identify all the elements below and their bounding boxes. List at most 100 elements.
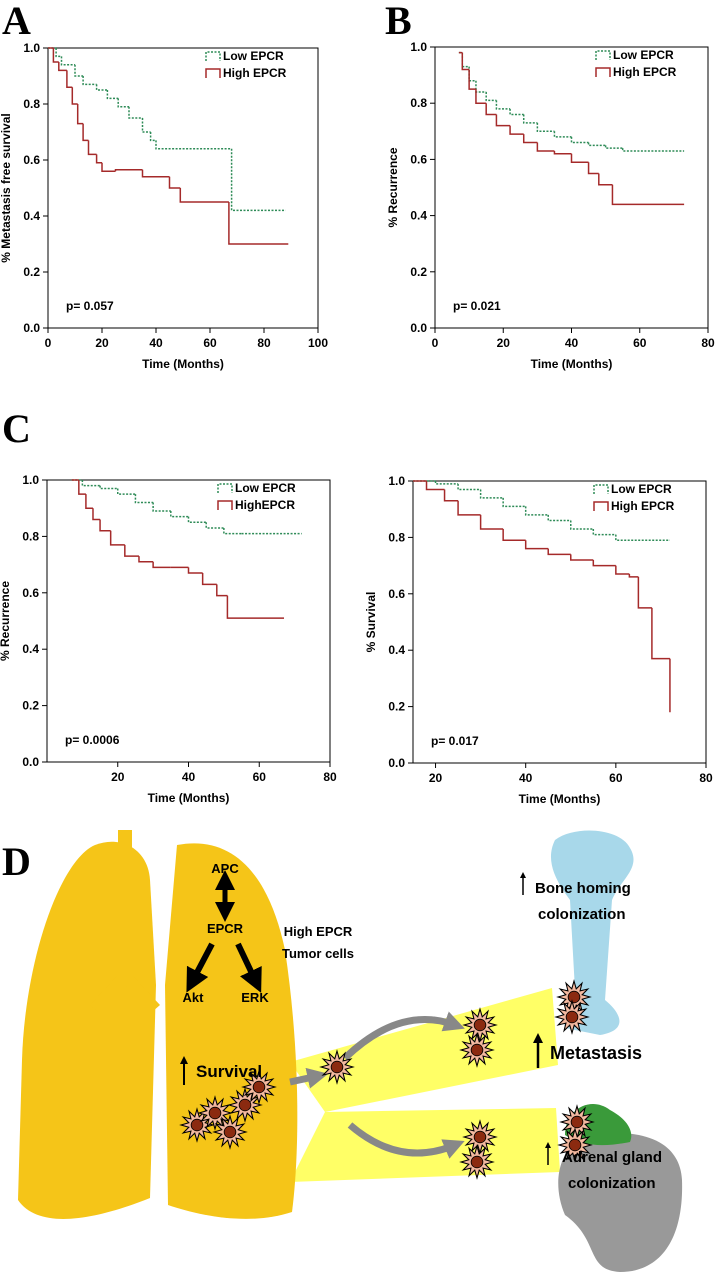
survival-step [479, 489, 504, 499]
survival-step [58, 62, 67, 72]
chart: 0.0 0.2 0.4 0.6 0.8 1.0 0 20 40 60 80 Time (Months)… [386, 40, 715, 371]
p-value: p= 0.017 [431, 734, 479, 748]
survival-step [95, 84, 108, 91]
x-axis-label: Time (Months) [531, 357, 613, 371]
legend-key [595, 67, 611, 77]
survival-step [502, 528, 526, 541]
diagram-label: Metastasis [550, 1043, 642, 1063]
x-tick-label: 60 [609, 771, 623, 785]
survival-step [138, 556, 154, 563]
survival-step [461, 52, 470, 71]
survival-step [76, 104, 84, 125]
survival-step [509, 125, 524, 135]
survival-step [628, 574, 639, 578]
y-tick-label: 1.0 [410, 40, 427, 54]
plot-frame [46, 479, 331, 763]
survival-step [524, 506, 549, 516]
trachea [90, 830, 160, 1012]
y-tick-label: 0.0 [388, 756, 405, 770]
survival-step [547, 548, 571, 556]
survival-step [117, 488, 136, 495]
lung [18, 841, 156, 1219]
x-tick-label: 60 [633, 336, 647, 350]
legend-label: High EPCR [223, 66, 287, 80]
survival-step [468, 69, 476, 90]
x-tick-label: 0 [432, 336, 439, 350]
legend-key [217, 483, 233, 493]
survival-step [434, 481, 459, 485]
survival-step [152, 502, 171, 512]
survival-step [570, 554, 594, 561]
survival-step [187, 567, 203, 574]
survival-step [615, 565, 630, 575]
survival-step [637, 576, 652, 609]
survival-step [99, 519, 111, 532]
survival-step [524, 540, 549, 550]
survival-step [570, 136, 589, 144]
survival-step [587, 142, 606, 147]
survival-step [66, 70, 73, 88]
legend-key [595, 50, 611, 60]
survival-step [78, 480, 86, 495]
survival-step [92, 508, 101, 521]
diagram-label: Akt [183, 990, 205, 1005]
survival-step [461, 52, 470, 68]
x-tick-label: 100 [308, 336, 328, 350]
y-tick-label: 1.0 [388, 474, 405, 488]
survival-step [553, 131, 572, 138]
beam [290, 1108, 560, 1182]
y-tick-label: 0.4 [22, 642, 39, 656]
x-tick-label: 0 [45, 336, 52, 350]
y-tick-label: 0.6 [388, 587, 405, 601]
x-tick-label: 40 [565, 336, 579, 350]
panel-letter: A [2, 0, 31, 43]
survival-step [479, 514, 504, 530]
y-axis-label: % Metastasis free survival [0, 113, 13, 262]
x-tick-label: 40 [182, 770, 196, 784]
y-tick-label: 0.0 [410, 321, 427, 335]
diagram-label: ERK [241, 990, 269, 1005]
survival-step [570, 153, 589, 163]
y-axis-label: % Survival [364, 592, 378, 653]
survival-step [611, 184, 685, 206]
x-tick-label: 80 [699, 771, 713, 785]
survival-step [495, 114, 511, 127]
survival-step [522, 134, 538, 144]
y-axis-label: % Recurrence [0, 581, 12, 661]
x-tick-label: 20 [497, 336, 511, 350]
legend-label: Low EPCR [611, 482, 672, 496]
x-tick-label: 40 [519, 771, 533, 785]
survival-step [82, 76, 97, 86]
y-tick-label: 1.0 [22, 473, 39, 487]
plot-frame [47, 47, 319, 329]
chart: 0.0 0.2 0.4 0.6 0.8 1.0 0 20 40 60 80 100 Time (Mont… [0, 41, 328, 371]
survival-step [55, 48, 62, 58]
legend-label: High EPCR [611, 499, 675, 513]
survival-step [52, 48, 59, 63]
survival-step [106, 90, 119, 100]
survival-step [101, 162, 116, 172]
survival-step [485, 91, 497, 102]
y-tick-label: 0.4 [23, 209, 40, 223]
survival-step [615, 534, 670, 541]
x-tick-label: 80 [257, 336, 271, 350]
survival-step [468, 66, 476, 82]
survival-step [457, 500, 481, 516]
survival-step [475, 89, 487, 104]
arrow [289, 1067, 329, 1089]
x-axis-label: Time (Months) [148, 791, 230, 805]
survival-step [228, 202, 289, 245]
arrow [186, 942, 215, 993]
x-tick-label: 40 [149, 336, 163, 350]
survival-step [60, 56, 75, 66]
diagram-label: Tumor cells [282, 946, 354, 961]
x-tick-label: 80 [701, 336, 715, 350]
survival-step [82, 123, 89, 142]
chart: 0.0 0.2 0.4 0.6 0.8 1.0 20 40 60 80 Time (Months)%… [364, 474, 713, 806]
survival-step [475, 80, 487, 93]
survival-step [87, 140, 97, 156]
legend-label: Low EPCR [223, 49, 284, 63]
y-tick-label: 0.4 [410, 209, 427, 223]
survival-step [85, 494, 93, 509]
